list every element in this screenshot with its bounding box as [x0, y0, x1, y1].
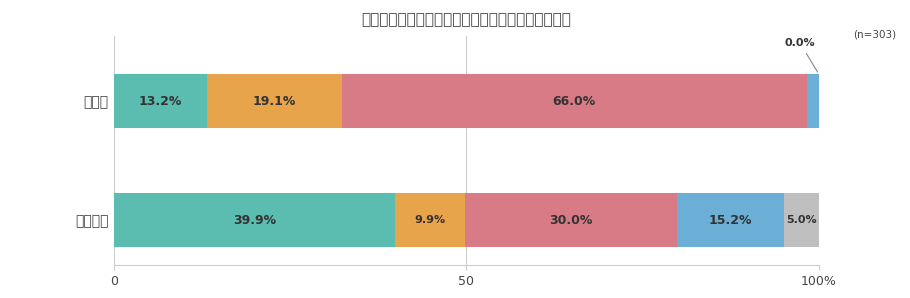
Text: 19.1%: 19.1%: [252, 95, 296, 108]
Bar: [465, 193, 676, 247]
Bar: [807, 74, 819, 128]
Bar: [341, 74, 807, 128]
Text: 9.9%: 9.9%: [414, 215, 446, 225]
Text: 13.2%: 13.2%: [138, 95, 182, 108]
Bar: [676, 193, 784, 247]
Text: 15.2%: 15.2%: [708, 214, 752, 226]
Bar: [395, 193, 465, 247]
Bar: [114, 74, 207, 128]
Text: (n=303): (n=303): [854, 30, 896, 40]
Title: 「同一労側同一賃金」導入後の賞与に関する見込み: 「同一労側同一賃金」導入後の賞与に関する見込み: [361, 13, 571, 28]
Text: 0.0%: 0.0%: [784, 38, 817, 72]
Text: 5.0%: 5.0%: [786, 215, 816, 225]
Text: 39.9%: 39.9%: [233, 214, 276, 226]
Text: 30.0%: 30.0%: [549, 214, 592, 226]
Bar: [114, 193, 395, 247]
Bar: [784, 193, 819, 247]
Bar: [207, 74, 341, 128]
Text: 66.0%: 66.0%: [552, 95, 596, 108]
